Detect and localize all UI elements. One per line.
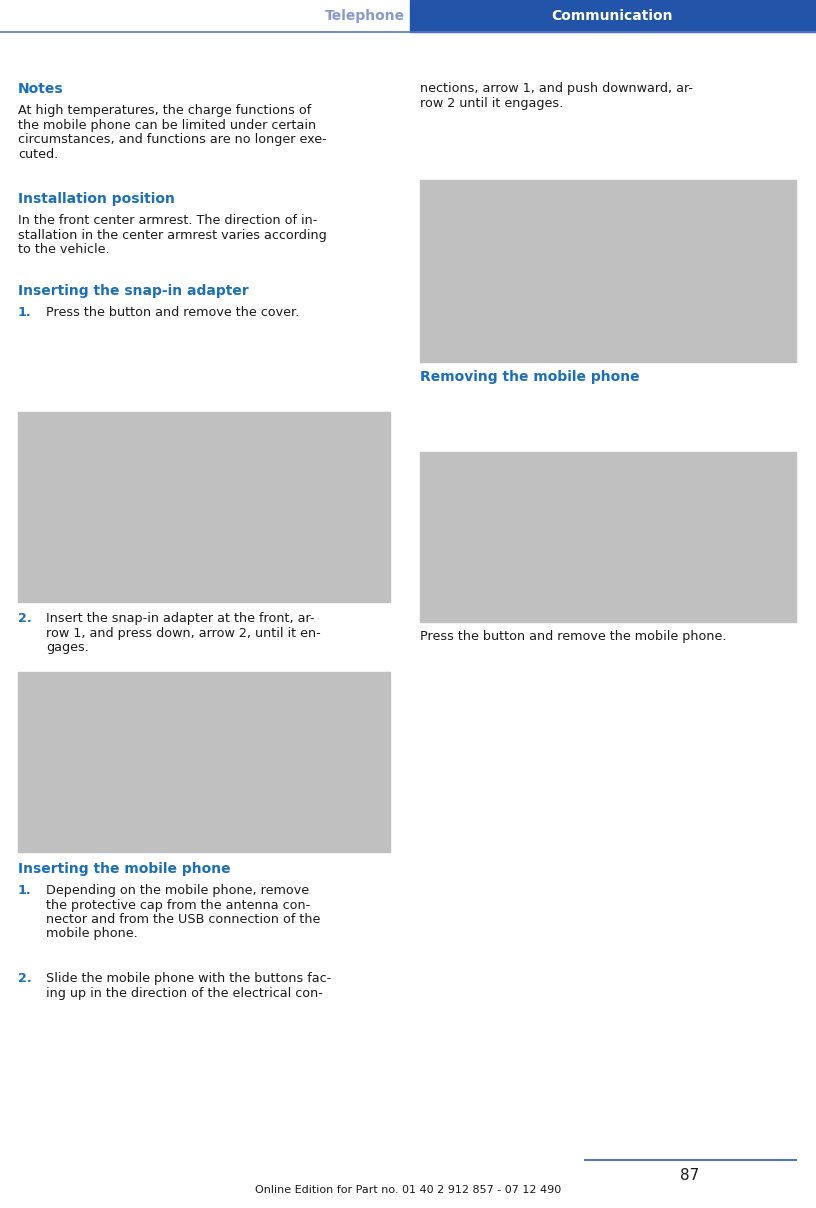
Bar: [420, 452, 796, 622]
Bar: [420, 180, 796, 362]
Text: Inserting the mobile phone: Inserting the mobile phone: [18, 863, 231, 876]
Text: 87: 87: [681, 1168, 699, 1184]
Text: 2.: 2.: [18, 612, 32, 625]
Text: Online Edition for Part no. 01 40 2 912 857 - 07 12 490: Online Edition for Part no. 01 40 2 912 …: [255, 1185, 561, 1195]
Text: ing up in the direction of the electrical con-: ing up in the direction of the electrica…: [46, 987, 323, 999]
Text: the mobile phone can be limited under certain: the mobile phone can be limited under ce…: [18, 118, 316, 132]
Text: Communication: Communication: [552, 8, 672, 23]
Bar: [410, 0, 816, 31]
Text: the protective cap from the antenna con-: the protective cap from the antenna con-: [46, 899, 310, 912]
Text: gages.: gages.: [46, 641, 89, 654]
Text: Installation position: Installation position: [18, 192, 175, 207]
Text: 2.: 2.: [18, 972, 32, 985]
Text: row 2 until it engages.: row 2 until it engages.: [420, 97, 563, 110]
Text: Slide the mobile phone with the buttons fac-: Slide the mobile phone with the buttons …: [46, 972, 331, 985]
Text: In the front center armrest. The direction of in-: In the front center armrest. The directi…: [18, 214, 317, 227]
Text: Removing the mobile phone: Removing the mobile phone: [420, 370, 640, 384]
Text: 1.: 1.: [18, 884, 32, 898]
Text: Telephone: Telephone: [325, 8, 405, 23]
Text: Press the button and remove the mobile phone.: Press the button and remove the mobile p…: [420, 631, 726, 643]
Text: Notes: Notes: [18, 82, 64, 95]
Text: cuted.: cuted.: [18, 147, 58, 161]
Text: row 1, and press down, arrow 2, until it en-: row 1, and press down, arrow 2, until it…: [46, 627, 321, 639]
Text: At high temperatures, the charge functions of: At high temperatures, the charge functio…: [18, 104, 311, 117]
Text: to the vehicle.: to the vehicle.: [18, 243, 109, 256]
Text: Inserting the snap-in adapter: Inserting the snap-in adapter: [18, 284, 249, 298]
Text: Depending on the mobile phone, remove: Depending on the mobile phone, remove: [46, 884, 309, 898]
Text: Press the button and remove the cover.: Press the button and remove the cover.: [46, 306, 299, 319]
Text: 1.: 1.: [18, 306, 32, 319]
Text: nector and from the USB connection of the: nector and from the USB connection of th…: [46, 913, 321, 927]
Text: stallation in the center armrest varies according: stallation in the center armrest varies …: [18, 228, 326, 242]
Text: nections, arrow 1, and push downward, ar-: nections, arrow 1, and push downward, ar…: [420, 82, 693, 95]
Text: Insert the snap-in adapter at the front, ar-: Insert the snap-in adapter at the front,…: [46, 612, 314, 625]
Text: mobile phone.: mobile phone.: [46, 928, 138, 941]
Bar: [18, 672, 390, 852]
Text: circumstances, and functions are no longer exe-: circumstances, and functions are no long…: [18, 133, 326, 146]
Bar: [18, 412, 390, 602]
